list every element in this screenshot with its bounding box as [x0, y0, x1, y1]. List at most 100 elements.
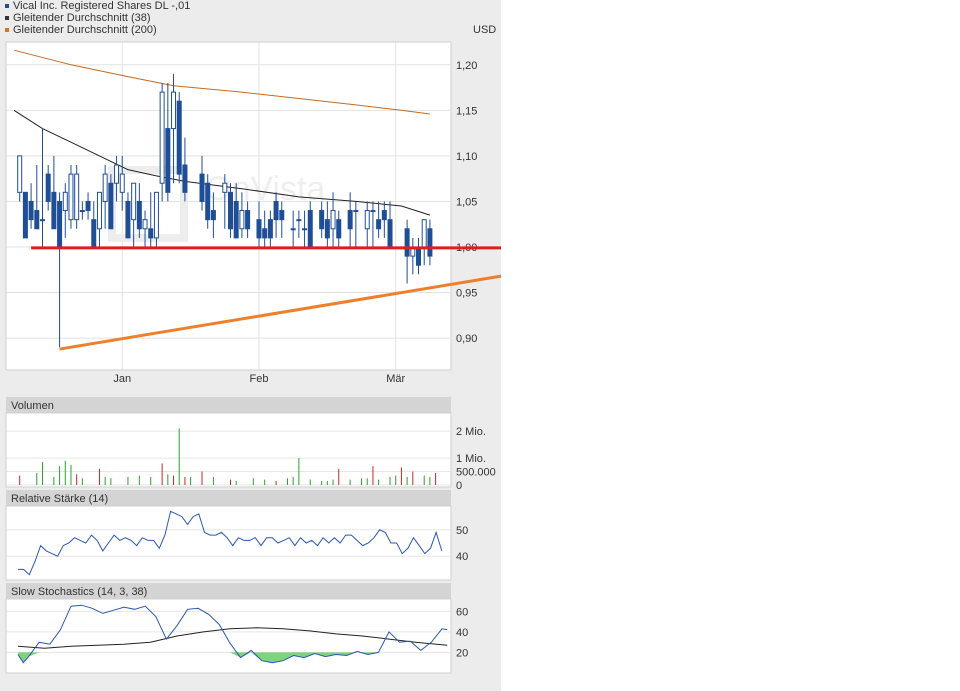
candle-body [416, 246, 422, 266]
candle-body [279, 210, 285, 221]
candle-body [148, 228, 154, 239]
candle-body [296, 219, 302, 222]
candle-body [267, 219, 273, 239]
candle-body [245, 210, 251, 230]
candle-body [427, 228, 433, 257]
candle-body [136, 200, 142, 230]
candle-body [324, 219, 330, 239]
volume-y-tick-label: 500.000 [456, 467, 496, 479]
candle-body [34, 210, 40, 230]
candle-body [233, 200, 239, 239]
candle-body [17, 155, 23, 193]
stochastics-k-line [17, 604, 448, 664]
volume-y-tick-label: 1 Mio. [456, 453, 486, 465]
candle-body [159, 91, 165, 184]
rsi-line [18, 510, 443, 576]
candle-body [182, 164, 188, 193]
candle-body [228, 191, 233, 230]
candle-body [142, 219, 148, 230]
rsi-panel-plot-area [5, 505, 452, 581]
candle-body [57, 200, 63, 248]
price-x-tick-label: Mär [386, 373, 405, 385]
rsi-panel-title: Relative Stärke (14) [11, 493, 108, 505]
support-trend-line [59, 274, 502, 351]
legend-swatch-ma200 [5, 28, 9, 33]
candle-body [114, 164, 120, 184]
candle-body [74, 173, 80, 221]
candle-body [262, 228, 268, 239]
legend-label-ma38: Gleitender Durchschnitt (38) [13, 12, 151, 24]
price-y-tick-label: 1,15 [456, 105, 477, 117]
rsi-y-tick-label: 50 [456, 525, 468, 537]
volume-panel-title-bar [6, 397, 451, 413]
candle-body [205, 182, 211, 221]
candle-body [51, 191, 57, 230]
stochastics-y-tick-label: 40 [456, 627, 468, 639]
legend-label-price: Vical Inc. Registered Shares DL -,01 [13, 0, 191, 12]
price-x-tick-label: Feb [250, 373, 269, 385]
candle-body [290, 228, 296, 231]
candle-body [28, 200, 34, 221]
candle-body [347, 210, 353, 230]
candle-body [353, 210, 359, 213]
legend: Vical Inc. Registered Shares DL -,01 Gle… [5, 0, 190, 36]
candle-body [39, 219, 45, 222]
volume-panel-title: Volumen [11, 400, 54, 412]
ma38-line [13, 109, 431, 216]
candle-body [199, 173, 205, 202]
candle-body [336, 219, 342, 239]
candle-body [62, 191, 68, 212]
candle-body [319, 210, 325, 230]
candle-body [364, 210, 370, 230]
candle-body [302, 228, 308, 231]
stochastics-panel-title: Slow Stochastics (14, 3, 38) [11, 586, 147, 598]
candle-body [68, 173, 74, 221]
stochastics-oversold-fill [18, 652, 379, 663]
candle-body [79, 210, 85, 213]
volume-y-tick-label: 2 Mio. [456, 426, 486, 438]
candle-body [119, 173, 125, 193]
candle-body [125, 200, 131, 239]
stochastics-panel-plot-area [5, 598, 452, 674]
price-y-tick-label: 0,95 [456, 288, 477, 300]
candle-body [171, 91, 177, 130]
candle-body [222, 182, 228, 193]
candle-body [256, 219, 262, 239]
candle-body [131, 182, 137, 221]
volume-panel-plot-area [5, 412, 452, 488]
legend-label-ma200: Gleitender Durchschnitt (200) [13, 24, 157, 36]
candle-body [381, 210, 387, 221]
candle-body [153, 191, 159, 239]
price-y-tick-label: 1,05 [456, 196, 477, 208]
stochastics-panel-title-bar [6, 583, 451, 599]
rsi-y-tick-label: 40 [456, 551, 468, 563]
currency-label: USD [473, 24, 497, 36]
price-y-tick-label: 0,90 [456, 333, 477, 345]
legend-item-ma200: Gleitender Durchschnitt (200) [5, 24, 190, 36]
candle-body [91, 219, 97, 248]
price-y-tick-label: 1,20 [456, 60, 477, 72]
price-y-tick-label: 1,10 [456, 151, 477, 163]
candle-body [307, 210, 313, 248]
candle-body [273, 200, 279, 221]
stochastics-d-line [17, 627, 448, 649]
candle-body [176, 100, 182, 175]
candle-body [330, 210, 336, 230]
legend-swatch-price [5, 4, 9, 9]
candle-body [108, 182, 114, 230]
candle-body [239, 210, 245, 230]
candle-body [421, 219, 427, 248]
candle-body [22, 191, 28, 239]
candle-body [370, 210, 376, 213]
candle-body [165, 128, 171, 193]
candle-body [387, 219, 393, 248]
candle-body [96, 191, 102, 230]
candle-body [404, 228, 410, 257]
rsi-panel-title-bar [6, 490, 451, 506]
legend-item-ma38: Gleitender Durchschnitt (38) [5, 12, 190, 24]
stochastics-y-tick-label: 60 [456, 606, 468, 618]
ma200-line [13, 49, 430, 115]
legend-item-price: Vical Inc. Registered Shares DL -,01 [5, 0, 190, 12]
